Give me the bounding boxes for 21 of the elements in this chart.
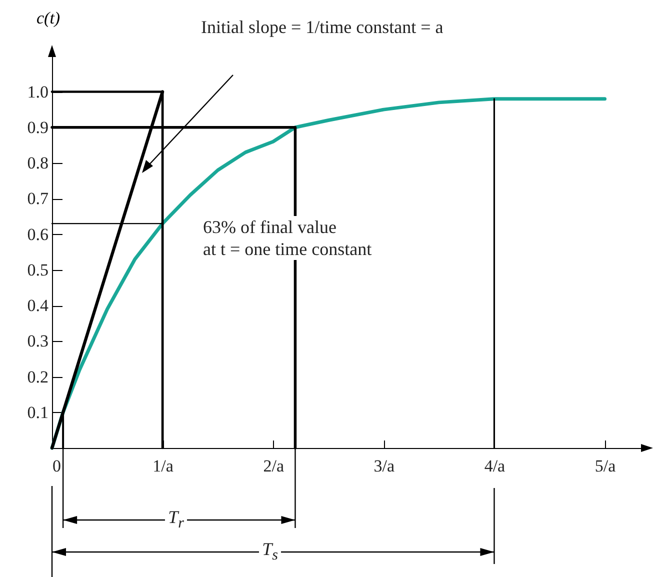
y-tick-label: 0.1 [27, 402, 48, 422]
y-tick-label: 1.0 [27, 82, 48, 102]
y-tick-label: 0.3 [27, 332, 48, 351]
y-tick-label: 0.6 [27, 224, 48, 244]
x-tick-label: 2/a [263, 456, 284, 476]
y-tick-label: 0.4 [27, 296, 49, 315]
y-tick-label: 0.9 [27, 118, 48, 137]
text: T$_{s}$ [259, 538, 281, 567]
x-tick-label: 4/a [484, 456, 506, 476]
text: Initial slope = 1/time constant = a [198, 16, 446, 38]
annotation: 63% of final value at t = one time constant [200, 216, 375, 260]
x-tick-label: 5/a [594, 456, 616, 476]
y-tick-label: 0.7 [27, 189, 49, 208]
text: T$_{r}$ [165, 506, 187, 535]
y-tick-label: 0.2 [27, 367, 48, 386]
x-tick-label: 0 [52, 456, 61, 476]
y-tick-label: 0.8 [27, 154, 48, 172]
y-tick-label: 0.5 [27, 260, 48, 280]
y-axis-title: c(t) [36, 8, 60, 28]
x-tick-label: 1/a [152, 456, 174, 476]
x-tick-label: 3/a [374, 456, 395, 476]
